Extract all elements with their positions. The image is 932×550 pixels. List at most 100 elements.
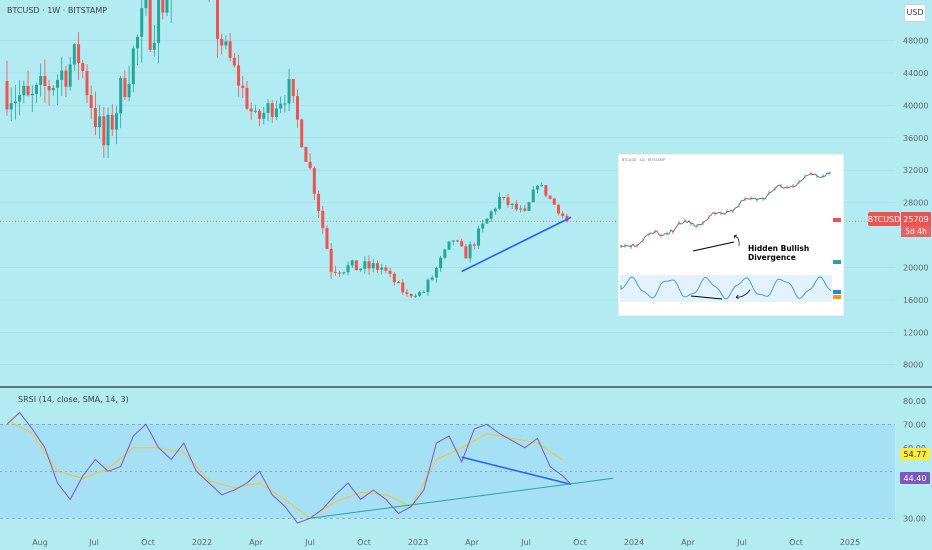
candle-body [531, 189, 535, 203]
inset-arrow-icon [733, 235, 740, 247]
candle-body [418, 292, 422, 296]
candle-body [380, 267, 384, 270]
candle-body [426, 279, 430, 293]
candle-body [523, 208, 527, 211]
candle-body [481, 223, 485, 229]
price-tick-label: 12000 [903, 328, 928, 337]
candle-body [401, 282, 405, 293]
price-pane[interactable]: 48000 44000 40000 36000 32000 28000 20000 16000… [0, 0, 928, 370]
srsi-support-line[interactable] [310, 477, 614, 519]
candle-body [510, 203, 514, 205]
candle-body [535, 185, 539, 190]
candle-body [114, 113, 118, 130]
time-tick-label: Jul [88, 538, 99, 547]
candle-body [106, 114, 110, 146]
candle-body [557, 204, 561, 214]
candle-body [39, 76, 43, 85]
candle-body [300, 119, 304, 148]
candle-body [477, 228, 481, 246]
candle-body [329, 248, 333, 272]
time-tick-label: 2022 [192, 538, 212, 547]
srsi-k-line [6, 411, 572, 524]
inset-price-trendline [692, 241, 735, 252]
candle-body [18, 95, 22, 102]
candle-body [152, 42, 156, 50]
candle-body [422, 292, 426, 294]
last-price-badge: BTCUSD 25709 5d 4h [868, 212, 931, 237]
chart-title: BTCUSD · 1W · BITSTAMP [7, 6, 107, 15]
candle-body [472, 244, 476, 246]
time-tick-label: Oct [357, 538, 371, 547]
candle-body [443, 249, 447, 258]
candle-body [30, 93, 34, 96]
candle-body [367, 261, 371, 269]
price-tick-label: 16000 [903, 296, 928, 305]
price-tick-label: 32000 [903, 166, 928, 175]
candle-body [325, 228, 329, 249]
time-tick-label: Apr [249, 538, 264, 547]
candle-body [228, 41, 232, 58]
candle-body [552, 198, 556, 205]
candle-body [148, 0, 152, 50]
time-tick-label: Aug [32, 538, 48, 547]
price-tick-label: 8000 [903, 361, 923, 370]
candle-body [119, 77, 123, 114]
candle-body [274, 108, 278, 117]
candle-body [165, 0, 169, 13]
time-tick-label: Jul [520, 538, 531, 547]
candle-body [9, 103, 13, 110]
candle-body [544, 185, 548, 196]
candle-body [413, 295, 417, 297]
candle-body [241, 85, 245, 88]
candle-body [237, 65, 241, 86]
candle-body [447, 241, 451, 250]
candle-body [346, 265, 350, 273]
candle-body [506, 197, 510, 205]
candle-body [308, 161, 312, 169]
price-tick-label: 44000 [903, 69, 928, 78]
candle-body [493, 208, 497, 212]
candle-body [123, 77, 127, 98]
candle-body [295, 96, 299, 120]
candle-body [60, 70, 64, 80]
candle-body [102, 116, 106, 146]
oscillator-tick-label: 80.00 [903, 397, 926, 406]
currency-button[interactable]: USD [904, 4, 926, 22]
candle-body [22, 85, 26, 96]
candle-body [304, 147, 308, 162]
candlestick-series [5, 0, 569, 299]
candle-body [287, 79, 291, 104]
inset-oscillator-line [620, 276, 832, 300]
price-trendline[interactable] [461, 216, 572, 273]
last-price-value: 25709 [903, 215, 928, 224]
time-tick-label: Apr [465, 538, 480, 547]
candle-body [468, 244, 472, 259]
candle-body [527, 202, 531, 211]
time-axis[interactable]: Aug Jul Oct 2022 Apr Jul Oct 2023 Apr Jul Oct 2024 A… [32, 538, 860, 547]
candle-body [224, 41, 228, 46]
candle-body [455, 240, 459, 242]
time-tick-label: Apr [681, 538, 696, 547]
srsi-divergence-line[interactable] [461, 456, 572, 486]
candle-body [342, 272, 346, 274]
candle-body [249, 108, 253, 112]
candle-body [110, 114, 114, 130]
candle-body [350, 260, 354, 266]
inset-osc-arrow-icon [735, 289, 751, 298]
candle-body [397, 282, 401, 284]
time-tick-label: Jul [304, 538, 315, 547]
candle-body [266, 103, 270, 113]
candle-body [161, 0, 165, 13]
inset-candles [624, 171, 830, 250]
candle-body [514, 203, 518, 210]
price-grid [0, 40, 895, 366]
srsi-d-line [6, 419, 563, 519]
price-axis[interactable]: 48000 44000 40000 36000 32000 28000 20000 16000… [903, 37, 928, 370]
candle-body [375, 263, 379, 270]
oscillator-levels [0, 423, 895, 519]
symbol-badge: BTCUSD [868, 215, 901, 224]
time-tick-label: Oct [141, 538, 155, 547]
candle-body [502, 197, 506, 199]
